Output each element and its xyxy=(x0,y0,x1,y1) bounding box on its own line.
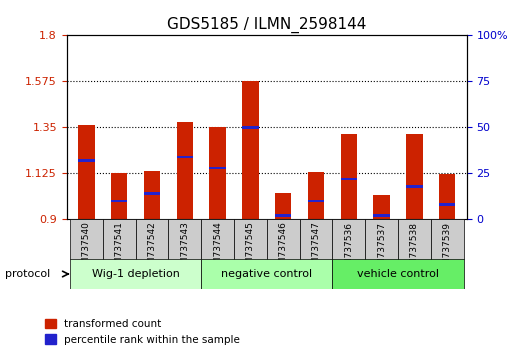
Text: GSM737545: GSM737545 xyxy=(246,222,255,276)
Bar xyxy=(111,200,127,202)
Text: vehicle control: vehicle control xyxy=(357,269,439,279)
Bar xyxy=(275,193,291,219)
Text: GSM737546: GSM737546 xyxy=(279,222,288,276)
Text: GSM737540: GSM737540 xyxy=(82,222,91,276)
Text: GSM737547: GSM737547 xyxy=(311,222,321,276)
Text: protocol: protocol xyxy=(5,269,50,279)
FancyBboxPatch shape xyxy=(332,219,365,260)
FancyBboxPatch shape xyxy=(300,219,332,260)
FancyBboxPatch shape xyxy=(201,259,332,289)
Text: GSM737542: GSM737542 xyxy=(147,222,156,276)
FancyBboxPatch shape xyxy=(135,219,168,260)
FancyBboxPatch shape xyxy=(103,219,135,260)
Title: GDS5185 / ILMN_2598144: GDS5185 / ILMN_2598144 xyxy=(167,16,366,33)
Bar xyxy=(209,127,226,219)
FancyBboxPatch shape xyxy=(398,219,431,260)
Bar xyxy=(275,215,291,217)
Bar xyxy=(176,122,193,219)
FancyBboxPatch shape xyxy=(332,259,464,289)
FancyBboxPatch shape xyxy=(365,219,398,260)
Bar xyxy=(242,81,259,219)
Bar xyxy=(176,155,193,158)
Bar xyxy=(111,173,127,219)
Bar xyxy=(308,200,324,202)
Bar xyxy=(242,126,259,129)
FancyBboxPatch shape xyxy=(70,219,103,260)
Text: GSM737536: GSM737536 xyxy=(344,222,353,276)
Text: negative control: negative control xyxy=(221,269,312,279)
Bar xyxy=(144,192,160,195)
Bar xyxy=(209,167,226,169)
Text: GSM737539: GSM737539 xyxy=(443,222,451,276)
Bar xyxy=(78,159,94,162)
Bar xyxy=(406,185,423,188)
Bar xyxy=(341,178,357,180)
Bar xyxy=(78,125,94,219)
Bar xyxy=(373,195,390,219)
Text: GSM737543: GSM737543 xyxy=(180,222,189,276)
Bar xyxy=(308,172,324,219)
Text: Wig-1 depletion: Wig-1 depletion xyxy=(92,269,180,279)
Bar xyxy=(406,133,423,219)
Bar xyxy=(373,215,390,217)
FancyBboxPatch shape xyxy=(267,219,300,260)
Text: GSM737541: GSM737541 xyxy=(115,222,124,276)
Text: GSM737537: GSM737537 xyxy=(377,222,386,276)
Bar xyxy=(439,204,456,206)
Legend: transformed count, percentile rank within the sample: transformed count, percentile rank withi… xyxy=(41,315,244,349)
FancyBboxPatch shape xyxy=(234,219,267,260)
Bar xyxy=(439,175,456,219)
FancyBboxPatch shape xyxy=(201,219,234,260)
Bar xyxy=(341,133,357,219)
FancyBboxPatch shape xyxy=(431,219,464,260)
Text: GSM737538: GSM737538 xyxy=(410,222,419,276)
FancyBboxPatch shape xyxy=(168,219,201,260)
Text: GSM737544: GSM737544 xyxy=(213,222,222,276)
FancyBboxPatch shape xyxy=(70,259,201,289)
Bar xyxy=(144,171,160,219)
